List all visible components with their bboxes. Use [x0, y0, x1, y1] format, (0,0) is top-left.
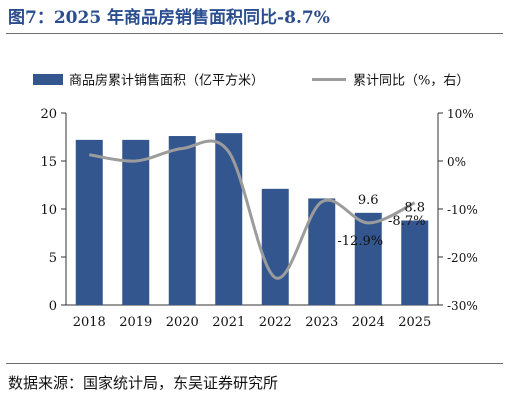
left-tick-label: 5 [49, 251, 57, 266]
x-tick-label: 2020 [166, 315, 199, 330]
bar-2025 [401, 220, 429, 305]
right-tick-label: 0% [447, 155, 466, 169]
bar-2019 [122, 139, 150, 305]
legend-line-label: 累计同比（%，右） [353, 74, 469, 89]
axes: 0 5 10 15 20 -30% -20% -10% 0% 10% 2018 2019 2020 202… [40, 107, 477, 330]
chart-title: 图7：2025 年商品房销售面积同比-8.7% [8, 8, 330, 28]
legend-bar-label: 商品房累计销售面积（亿平方米） [69, 73, 264, 89]
legend-bar-swatch [33, 74, 63, 85]
bar-2022 [261, 188, 289, 305]
x-tick-label: 2018 [73, 315, 106, 330]
right-tick-label: 10% [447, 107, 474, 121]
legend: 商品房累计销售面积（亿平方米） 累计同比（%，右） [33, 73, 469, 89]
data-labels: 9.6 8.8 -12.9% -8.7% [337, 193, 425, 249]
bars [75, 133, 429, 305]
yoy-line [89, 139, 416, 280]
x-tick-label: 2025 [398, 315, 431, 330]
left-tick-label: 10 [40, 203, 57, 218]
bar-2021 [215, 133, 243, 305]
data-label-2024-bar: 9.6 [358, 193, 379, 208]
bar-2024 [354, 212, 382, 305]
chart: 商品房累计销售面积（亿平方米） 累计同比（%，右） 0 5 10 15 20 -30% -2… [33, 73, 478, 330]
left-tick-label: 0 [49, 299, 57, 314]
data-label-2025-line: -8.7% [388, 214, 425, 229]
left-tick-label: 15 [40, 155, 57, 170]
x-tick-label: 2021 [212, 315, 245, 330]
source-note: 数据来源：国家统计局，东吴证券研究所 [8, 374, 279, 392]
data-label-2025-bar: 8.8 [404, 201, 425, 216]
bar-2020 [168, 136, 196, 305]
source-divider [6, 363, 503, 364]
title-divider [6, 33, 503, 34]
right-tick-label: -10% [447, 203, 478, 217]
yoy-line-path [89, 139, 416, 280]
data-label-2024-line: -12.9% [337, 234, 383, 249]
bar-2018 [75, 139, 103, 305]
right-tick-label: -20% [447, 251, 478, 265]
right-tick-label: -30% [447, 299, 478, 313]
left-tick-label: 20 [40, 107, 57, 122]
x-tick-label: 2022 [259, 315, 292, 330]
x-tick-label: 2023 [305, 315, 338, 330]
x-tick-label: 2024 [352, 315, 385, 330]
x-tick-label: 2019 [119, 315, 152, 330]
